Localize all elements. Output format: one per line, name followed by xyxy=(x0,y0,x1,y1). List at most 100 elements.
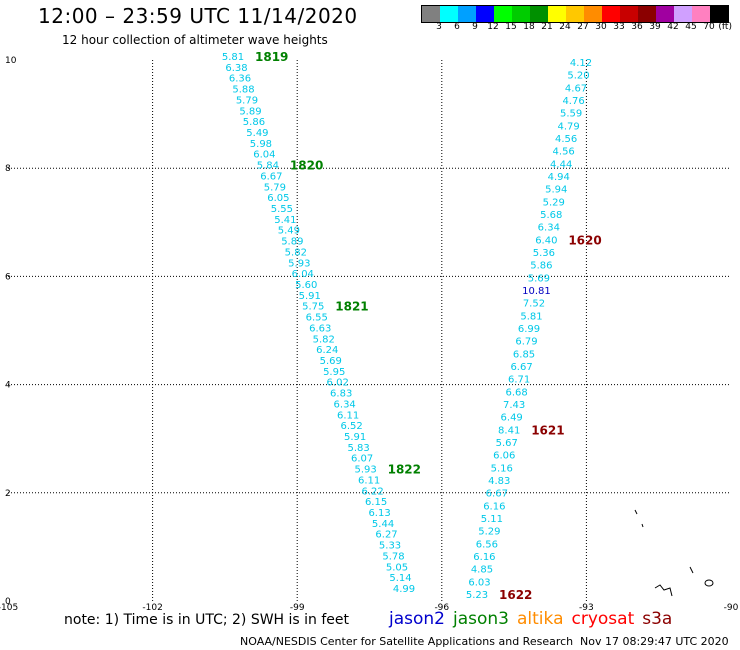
wave-height-label: 6.52 xyxy=(341,421,363,432)
wave-height-label: 5.55 xyxy=(271,204,293,215)
wave-height-label: 6.02 xyxy=(327,378,349,389)
wave-height-label: 5.59 xyxy=(560,109,582,120)
wave-height-label: 5.81 xyxy=(222,52,244,63)
x-tick-label: -105 xyxy=(0,603,18,613)
wave-height-label: 6.11 xyxy=(337,410,359,421)
wave-height-label: 6.06 xyxy=(493,451,515,462)
colorbar-label: (ft) xyxy=(718,22,732,32)
wave-height-label: 5.69 xyxy=(320,356,342,367)
colorbar-swatch xyxy=(584,6,602,22)
x-tick-label: -90 xyxy=(724,603,739,613)
colorbar-label: 15 xyxy=(505,22,517,32)
colorbar-swatch xyxy=(494,6,512,22)
colorbar-label: 18 xyxy=(523,22,535,32)
wave-height-label: 6.16 xyxy=(473,552,495,563)
y-tick-label: 6 xyxy=(5,272,11,282)
wave-height-label: 5.93 xyxy=(288,258,310,269)
x-tick-label: -102 xyxy=(142,603,162,613)
wave-height-label: 5.81 xyxy=(520,311,542,322)
map-grid xyxy=(8,60,731,601)
colorbar-swatch xyxy=(512,6,530,22)
wave-height-label: 5.89 xyxy=(239,106,261,117)
coastline-fragments xyxy=(634,509,714,597)
coastline-fragment xyxy=(654,584,673,597)
colorbar-label: 36 xyxy=(631,22,643,32)
colorbar-swatch xyxy=(530,6,548,22)
colorbar-swatch xyxy=(548,6,566,22)
colorbar-swatch xyxy=(692,6,710,22)
pass-time-label: 1820 xyxy=(290,159,323,173)
pass-time-label: 1621 xyxy=(531,423,564,437)
wave-height-label: 5.82 xyxy=(313,334,335,345)
legend-altika: altika xyxy=(517,609,564,629)
satellite-legend: jason2 jason3 altika cryosat s3a xyxy=(389,609,680,629)
colorbar-label: 3 xyxy=(436,22,442,32)
wave-height-label: 8.41 xyxy=(498,425,520,436)
wave-height-label: 5.75 xyxy=(302,302,324,313)
wave-height-label: 6.34 xyxy=(334,399,356,410)
colorbar-swatch xyxy=(458,6,476,22)
wave-height-label: 5.20 xyxy=(567,71,589,82)
colorbar-swatch xyxy=(602,6,620,22)
coastline-fragment xyxy=(689,566,694,574)
wave-height-label: 5.41 xyxy=(274,215,296,226)
wave-height-label: 5.78 xyxy=(382,551,404,562)
colorbar-label: 9 xyxy=(472,22,478,32)
wave-height-label: 5.82 xyxy=(285,247,307,258)
wave-height-label: 7.52 xyxy=(523,299,545,310)
wave-height-label: 4.12 xyxy=(570,58,592,69)
map-title: 12:00 – 23:59 UTC 11/14/2020 xyxy=(38,4,358,28)
wave-height-label: 4.94 xyxy=(548,172,570,183)
wave-height-label: 5.49 xyxy=(278,226,300,237)
axis-tick-labels: -105 -102 -99 -96 -93 -90 0 2 4 6 8 10 xyxy=(0,56,739,613)
colorbar-swatch xyxy=(422,6,440,22)
colorbar-swatch xyxy=(674,6,692,22)
pass-time-label: 1822 xyxy=(388,463,421,477)
colorbar-swatch xyxy=(620,6,638,22)
wave-height-label: 6.83 xyxy=(330,389,352,400)
colorbar-label: 45 xyxy=(685,22,697,32)
track-1819-1822: 5.816.386.365.885.795.895.865.495.986.04… xyxy=(222,50,421,595)
wave-height-label: 5.67 xyxy=(496,438,518,449)
wave-height-label: 5.29 xyxy=(543,197,565,208)
pass-time-label: 1821 xyxy=(335,300,368,314)
y-tick-label: 10 xyxy=(5,56,17,66)
wave-height-label: 5.89 xyxy=(281,237,303,248)
wave-height-label: 6.67 xyxy=(260,171,282,182)
coastline-fragment xyxy=(641,523,644,528)
wave-height-label: 7.43 xyxy=(503,400,525,411)
wave-height-label: 5.91 xyxy=(344,432,366,443)
wave-height-label: 6.03 xyxy=(468,577,490,588)
wave-height-label: 10.81 xyxy=(522,286,551,297)
wave-height-label: 5.84 xyxy=(257,161,279,172)
wave-height-label: 4.44 xyxy=(550,159,572,170)
wave-height-label: 5.44 xyxy=(372,519,394,530)
colorbar-swatch xyxy=(476,6,494,22)
wave-height-label: 6.11 xyxy=(358,475,380,486)
pass-time-label: 1622 xyxy=(499,588,532,602)
wave-height-label: 6.63 xyxy=(309,323,331,334)
colorbar-swatch xyxy=(566,6,584,22)
colorbar-swatch xyxy=(710,6,728,22)
island-outline xyxy=(704,579,714,587)
y-tick-label: 2 xyxy=(5,489,11,499)
wave-height-label: 6.85 xyxy=(513,349,535,360)
wave-height-label: 5.11 xyxy=(481,514,503,525)
wave-height-label: 5.94 xyxy=(545,185,567,196)
wave-height-label: 6.71 xyxy=(508,375,530,386)
legend-jason3: jason3 xyxy=(453,609,509,629)
wave-height-label: 5.95 xyxy=(323,367,345,378)
y-tick-label: 4 xyxy=(5,381,11,391)
wave-height-label: 6.55 xyxy=(306,313,328,324)
wave-height-label: 6.05 xyxy=(267,193,289,204)
wave-height-label: 5.69 xyxy=(528,273,550,284)
wave-height-label: 5.29 xyxy=(478,527,500,538)
wave-height-label: 6.07 xyxy=(351,454,373,465)
track-1620-1622: 4.125.204.674.765.594.794.564.564.444.94… xyxy=(466,58,602,602)
wave-height-label: 4.99 xyxy=(393,584,415,595)
colorbar-swatch xyxy=(656,6,674,22)
wave-height-label: 5.86 xyxy=(530,261,552,272)
map-subtitle: 12 hour collection of altimeter wave hei… xyxy=(62,33,328,47)
colorbar-label: 12 xyxy=(487,22,499,32)
